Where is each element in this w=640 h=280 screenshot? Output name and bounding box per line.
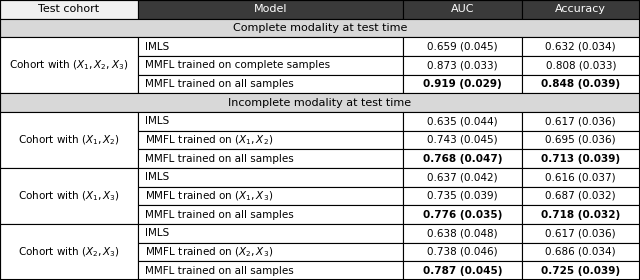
Bar: [138, 243, 403, 261]
Text: 0.617 (0.036): 0.617 (0.036): [545, 228, 616, 238]
Text: Cohort with $(X_2,X_3)$: Cohort with $(X_2,X_3)$: [18, 245, 120, 259]
Text: 0.686 (0.034): 0.686 (0.034): [545, 247, 616, 257]
Text: MMFL trained on $(X_1,X_3)$: MMFL trained on $(X_1,X_3)$: [145, 189, 273, 203]
Bar: [522, 56, 640, 75]
Bar: [403, 0, 522, 19]
Bar: [403, 224, 522, 243]
Text: MMFL trained on $(X_2,X_3)$: MMFL trained on $(X_2,X_3)$: [145, 245, 273, 259]
Text: 0.635 (0.044): 0.635 (0.044): [427, 116, 498, 126]
Bar: [138, 168, 403, 187]
Text: MMFL trained on $(X_1,X_2)$: MMFL trained on $(X_1,X_2)$: [145, 133, 273, 147]
Bar: [522, 187, 640, 205]
Text: 0.738 (0.046): 0.738 (0.046): [427, 247, 498, 257]
Text: 0.632 (0.034): 0.632 (0.034): [545, 42, 616, 52]
Text: 0.848 (0.039): 0.848 (0.039): [541, 79, 620, 89]
Bar: [522, 243, 640, 261]
Bar: [0, 37, 138, 93]
Bar: [522, 0, 640, 19]
Bar: [403, 261, 522, 280]
Text: Cohort with $(X_1,X_3)$: Cohort with $(X_1,X_3)$: [18, 189, 120, 203]
Text: IMLS: IMLS: [145, 42, 170, 52]
Bar: [403, 243, 522, 261]
Bar: [522, 205, 640, 224]
Bar: [138, 224, 403, 243]
Text: Incomplete modality at test time: Incomplete modality at test time: [228, 98, 412, 108]
Text: MMFL trained on all samples: MMFL trained on all samples: [145, 79, 294, 89]
Text: Complete modality at test time: Complete modality at test time: [233, 23, 407, 33]
Bar: [522, 75, 640, 93]
Text: 0.735 (0.039): 0.735 (0.039): [427, 191, 498, 201]
Text: MMFL trained on complete samples: MMFL trained on complete samples: [145, 60, 330, 70]
Text: 0.616 (0.037): 0.616 (0.037): [545, 172, 616, 182]
Bar: [0, 112, 138, 168]
Bar: [403, 131, 522, 149]
Text: 0.725 (0.039): 0.725 (0.039): [541, 266, 620, 276]
Text: IMLS: IMLS: [145, 228, 170, 238]
Text: MMFL trained on all samples: MMFL trained on all samples: [145, 154, 294, 164]
Text: Test cohort: Test cohort: [38, 4, 99, 14]
Text: IMLS: IMLS: [145, 172, 170, 182]
Text: 0.768 (0.047): 0.768 (0.047): [422, 154, 502, 164]
Bar: [403, 37, 522, 56]
Bar: [403, 75, 522, 93]
Text: 0.873 (0.033): 0.873 (0.033): [427, 60, 498, 70]
Bar: [522, 168, 640, 187]
Bar: [138, 37, 403, 56]
Bar: [0, 93, 640, 112]
Bar: [138, 0, 403, 19]
Bar: [522, 131, 640, 149]
Text: 0.743 (0.045): 0.743 (0.045): [427, 135, 498, 145]
Text: MMFL trained on all samples: MMFL trained on all samples: [145, 266, 294, 276]
Bar: [522, 149, 640, 168]
Bar: [403, 56, 522, 75]
Bar: [0, 0, 138, 19]
Text: Cohort with $(X_1,X_2)$: Cohort with $(X_1,X_2)$: [18, 133, 120, 147]
Text: 0.919 (0.029): 0.919 (0.029): [423, 79, 502, 89]
Bar: [522, 224, 640, 243]
Text: 0.687 (0.032): 0.687 (0.032): [545, 191, 616, 201]
Text: Model: Model: [253, 4, 287, 14]
Text: 0.787 (0.045): 0.787 (0.045): [422, 266, 502, 276]
Text: Cohort with $(X_1,X_2,X_3)$: Cohort with $(X_1,X_2,X_3)$: [9, 59, 129, 72]
Text: 0.637 (0.042): 0.637 (0.042): [427, 172, 498, 182]
Bar: [403, 112, 522, 131]
Bar: [138, 75, 403, 93]
Text: IMLS: IMLS: [145, 116, 170, 126]
Text: 0.659 (0.045): 0.659 (0.045): [427, 42, 498, 52]
Bar: [138, 56, 403, 75]
Text: 0.617 (0.036): 0.617 (0.036): [545, 116, 616, 126]
Bar: [403, 205, 522, 224]
Text: 0.713 (0.039): 0.713 (0.039): [541, 154, 620, 164]
Bar: [138, 112, 403, 131]
Bar: [138, 261, 403, 280]
Bar: [403, 168, 522, 187]
Bar: [138, 187, 403, 205]
Text: MMFL trained on all samples: MMFL trained on all samples: [145, 210, 294, 220]
Text: 0.718 (0.032): 0.718 (0.032): [541, 210, 620, 220]
Bar: [138, 131, 403, 149]
Bar: [0, 224, 138, 280]
Bar: [138, 149, 403, 168]
Bar: [522, 261, 640, 280]
Text: 0.695 (0.036): 0.695 (0.036): [545, 135, 616, 145]
Text: 0.776 (0.035): 0.776 (0.035): [422, 210, 502, 220]
Text: AUC: AUC: [451, 4, 474, 14]
Bar: [403, 149, 522, 168]
Text: 0.638 (0.048): 0.638 (0.048): [427, 228, 498, 238]
Bar: [0, 19, 640, 37]
Bar: [0, 168, 138, 224]
Text: Accuracy: Accuracy: [556, 4, 606, 14]
Bar: [522, 112, 640, 131]
Bar: [522, 37, 640, 56]
Bar: [403, 187, 522, 205]
Bar: [138, 205, 403, 224]
Text: 0.808 (0.033): 0.808 (0.033): [545, 60, 616, 70]
